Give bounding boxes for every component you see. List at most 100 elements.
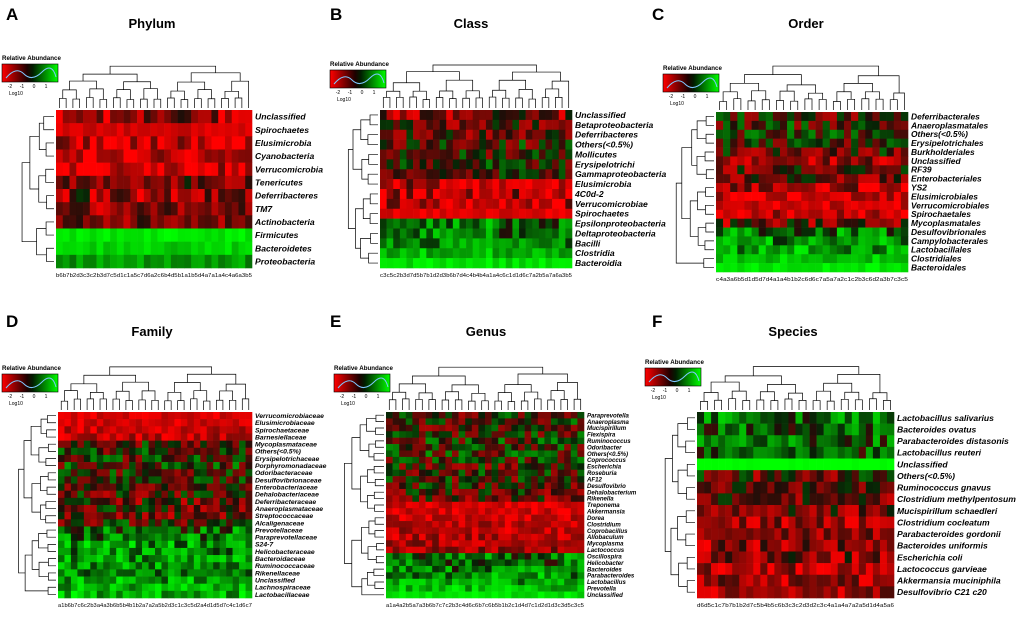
heatmap-cell	[491, 540, 499, 547]
heatmap-cell	[739, 446, 747, 459]
heatmap-cell	[505, 228, 513, 239]
row-label: Elusimicrobia	[575, 179, 632, 189]
heatmap-cell	[64, 519, 72, 527]
column-dendrogram-branch	[229, 399, 237, 410]
heatmap-cell	[219, 476, 227, 484]
row-dendrogram-branch	[368, 252, 378, 264]
column-dendrogram-branch	[190, 72, 241, 83]
heatmap-cell	[718, 563, 726, 576]
column-dendrogram-branch	[449, 98, 457, 108]
heatmap-cell	[96, 497, 104, 506]
heatmap-cell	[211, 162, 219, 177]
heatmap-cell	[788, 528, 796, 541]
heatmap-cell	[879, 493, 888, 506]
heatmap-cell	[538, 119, 546, 131]
heatmap-cell	[822, 156, 831, 166]
row-dendrogram-branch	[361, 578, 384, 596]
heatmap-cell	[765, 227, 774, 237]
heatmap-cell	[829, 218, 838, 228]
heatmap-cell	[226, 419, 233, 427]
heatmap-cell	[83, 497, 91, 506]
heatmap-cell	[872, 263, 880, 273]
heatmap-cell	[478, 469, 486, 477]
heatmap-cell	[83, 215, 91, 229]
heatmap-cell	[465, 521, 473, 528]
heatmap-cell	[465, 488, 473, 496]
heatmap-cell	[851, 505, 860, 517]
heatmap-cell	[419, 469, 426, 477]
column-dendrogram-branch	[428, 399, 436, 410]
heatmap-cell	[746, 539, 754, 552]
heatmap-cell	[122, 576, 130, 584]
heatmap-cell	[499, 119, 507, 131]
heatmap-cell	[129, 454, 136, 463]
heatmap-cell	[392, 521, 400, 528]
heatmap-cell	[231, 110, 239, 124]
heatmap-cell	[505, 159, 513, 170]
heatmap-cell	[557, 488, 565, 496]
heatmap-cell	[197, 215, 205, 229]
column-label: a2	[151, 273, 158, 279]
heatmap-cell	[758, 174, 767, 184]
heatmap-cell	[531, 469, 539, 477]
heatmap-cell	[492, 149, 500, 160]
heatmap-cell	[697, 435, 705, 448]
heatmap-cell	[830, 493, 839, 506]
heatmap-cell	[167, 419, 175, 427]
heatmap-cell	[551, 488, 558, 496]
heatmap-cell	[386, 540, 393, 547]
heatmap-cell	[213, 426, 220, 434]
heatmap-cell	[872, 129, 880, 139]
heatmap-cell	[872, 423, 881, 436]
heatmap-cell	[103, 497, 111, 506]
heatmap-cell	[123, 136, 131, 150]
heatmap-cell	[808, 245, 816, 255]
heatmap-cell	[879, 209, 887, 219]
heatmap-cell	[413, 218, 421, 229]
heatmap-cell	[879, 412, 888, 424]
heatmap-cell	[204, 254, 212, 269]
heatmap-cell	[537, 463, 545, 471]
heatmap-cell	[525, 110, 533, 121]
row-dendrogram-branch	[46, 429, 56, 438]
heatmap-cell	[164, 254, 172, 269]
heatmap-cell	[157, 202, 165, 216]
heatmap-cell	[746, 470, 754, 483]
heatmap-cell	[226, 447, 233, 456]
heatmap-cell	[459, 149, 467, 160]
heatmap-cell	[177, 215, 185, 229]
heatmap-cell	[380, 179, 387, 190]
heatmap-cell	[505, 149, 513, 160]
heatmap-cell	[200, 462, 208, 470]
heatmap-cell	[386, 149, 394, 160]
heatmap-cell	[465, 431, 473, 438]
heatmap-cell	[170, 202, 178, 216]
column-label: d2	[433, 273, 439, 279]
heatmap-cell	[485, 139, 493, 150]
heatmap-cell	[537, 546, 545, 554]
heatmap-cell	[122, 462, 130, 470]
heatmap-cell	[525, 129, 533, 140]
heatmap-cell	[226, 476, 233, 484]
heatmap-cell	[751, 245, 759, 255]
heatmap-cell	[808, 165, 816, 175]
heatmap-cell	[697, 516, 705, 529]
heatmap-cell	[551, 424, 558, 432]
row-label: Enterobacteriaceae	[255, 484, 318, 491]
heatmap-cell	[167, 483, 175, 491]
heatmap-cell	[879, 200, 887, 211]
heatmap-cell	[772, 254, 781, 264]
heatmap-cell	[83, 136, 91, 150]
heatmap-cell	[900, 183, 909, 193]
heatmap-cell	[167, 447, 175, 456]
column-label: c1	[531, 603, 537, 609]
heatmap-cell	[498, 437, 506, 445]
heatmap-cell	[815, 112, 823, 122]
column-dendrogram-branch	[386, 90, 401, 98]
heatmap-cell	[393, 189, 401, 200]
heatmap-cell	[425, 444, 433, 451]
heatmap-cell	[577, 424, 585, 432]
heatmap-cell	[116, 447, 123, 456]
heatmap-cell	[213, 590, 220, 599]
heatmap-cell	[739, 551, 747, 564]
